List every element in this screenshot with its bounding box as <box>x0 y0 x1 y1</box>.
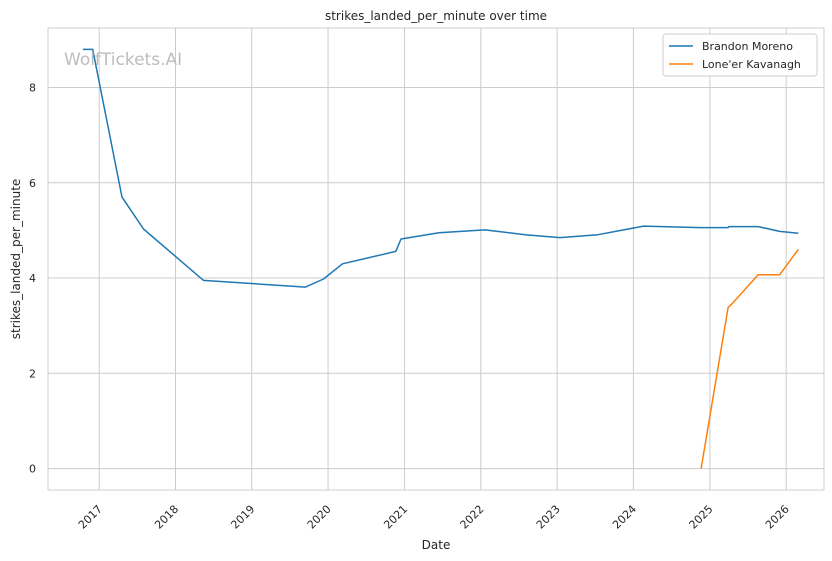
plot-area-frame <box>47 27 825 491</box>
y-tick-label: 6 <box>29 177 36 190</box>
chart-title: strikes_landed_per_minute over time <box>325 9 547 23</box>
legend-label-loneer-kavanagh: Lone'er Kavanagh <box>702 58 801 71</box>
y-tick-label: 8 <box>29 82 36 95</box>
y-tick-labels: 0 2 4 6 8 <box>29 82 36 476</box>
series-lines <box>82 48 799 469</box>
legend: Brandon Moreno Lone'er Kavanagh <box>662 33 818 77</box>
y-tick-label: 2 <box>29 367 36 380</box>
grid-lines <box>48 28 824 490</box>
watermark: WolfTickets.AI <box>64 50 182 70</box>
y-tick-label: 4 <box>29 272 36 285</box>
y-axis-label: strikes_landed_per_minute <box>9 179 23 340</box>
series-line-loneer-kavanagh <box>700 249 799 469</box>
legend-box <box>662 33 818 77</box>
y-tick-label: 0 <box>29 463 36 476</box>
series-line-brandon-moreno <box>82 48 799 288</box>
legend-label-brandon-moreno: Brandon Moreno <box>702 40 793 53</box>
x-axis-label: Date <box>422 538 451 552</box>
